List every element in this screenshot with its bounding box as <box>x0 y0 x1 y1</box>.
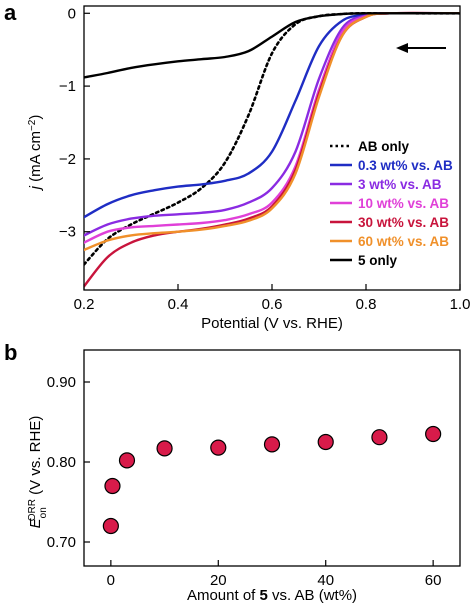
series-line <box>84 12 460 79</box>
data-point <box>156 440 173 457</box>
x-tick-label: 0.8 <box>356 296 377 313</box>
legend-label: 5 only <box>358 253 398 268</box>
x-label-bold: 5 <box>260 587 268 604</box>
y-tick-label: 0 <box>68 5 76 22</box>
panel-a-y-axis-label: j (mA cm−2) <box>27 115 45 192</box>
series-line <box>84 11 460 219</box>
panel-b-x-axis-label: Amount of 5 vs. AB (wt%) <box>187 587 357 604</box>
panel-b-y-axis-label: EonORR (V vs. RHE) <box>27 416 49 529</box>
x-label-pre: Amount of <box>187 587 260 604</box>
legend-label: 60 wt% vs. AB <box>358 234 449 249</box>
data-point <box>371 429 388 446</box>
panel-a-x-axis-label: Potential (V vs. RHE) <box>201 315 343 332</box>
data-point <box>210 439 227 456</box>
x-tick-label: 1.0 <box>450 296 471 313</box>
x-tick-label: 0 <box>107 572 115 589</box>
y-label-j: j <box>27 185 44 191</box>
y-label-exponent: −2 <box>27 119 38 131</box>
panel-a: a 0.2 0.4 0.6 0.8 1.0 0 −1 −2 −3 AB only 0.3 wt%… <box>4 0 470 332</box>
data-point <box>425 425 442 443</box>
y-tick-label: −2 <box>59 151 76 168</box>
panel-a-legend: AB only 0.3 wt% vs. AB 3 wt% vs. AB 10 wt% … <box>330 139 453 268</box>
x-tick-label: 60 <box>425 572 442 589</box>
y-tick-label: 0.80 <box>47 454 76 471</box>
x-tick-label: 0.2 <box>74 296 95 313</box>
panel-a-plot-area <box>83 5 461 291</box>
data-point <box>104 477 121 495</box>
y-label-main: (V vs. RHE) <box>27 416 44 499</box>
series-line <box>84 11 460 266</box>
legend-label: AB only <box>358 139 409 154</box>
panel-a-letter: a <box>4 0 17 25</box>
panel-a-x-ticks: 0.2 0.4 0.6 0.8 1.0 <box>74 284 471 313</box>
y-tick-label: 0.70 <box>47 534 76 551</box>
y-label-sup: ORR <box>27 499 38 521</box>
data-point <box>263 436 281 453</box>
y-tick-label: −3 <box>59 224 76 241</box>
legend-label: 3 wt% vs. AB <box>358 177 442 192</box>
legend-label: 10 wt% vs. AB <box>358 196 449 211</box>
y-label-sub: on <box>38 507 49 518</box>
panel-b-data-points <box>102 425 442 535</box>
y-tick-label: 0.90 <box>47 374 76 391</box>
panel-b: b 0 20 40 60 0.70 0.80 0.90 Amount of 5 vs. A… <box>4 340 461 604</box>
data-point <box>102 517 119 535</box>
y-label-units: (mA cm <box>27 131 44 186</box>
panel-b-letter: b <box>4 340 17 365</box>
data-point <box>317 433 334 451</box>
arrow-head <box>396 43 408 53</box>
y-label-close: ) <box>27 115 44 120</box>
x-tick-label: 40 <box>317 572 334 589</box>
y-tick-label: −1 <box>59 78 76 95</box>
panel-b-y-ticks: 0.70 0.80 0.90 <box>47 374 90 551</box>
panel-b-plot-area <box>83 349 461 567</box>
data-point <box>118 452 136 469</box>
panel-b-frame <box>83 349 461 567</box>
legend-label: 30 wt% vs. AB <box>358 215 449 230</box>
series-line <box>84 11 460 252</box>
panel-b-x-ticks: 0 20 40 60 <box>107 560 442 589</box>
legend-label: 0.3 wt% vs. AB <box>358 158 453 173</box>
panel-a-y-ticks: 0 −1 −2 −3 <box>59 5 90 241</box>
x-tick-label: 0.6 <box>262 296 283 313</box>
x-tick-label: 20 <box>210 572 227 589</box>
x-label-post: vs. AB (wt%) <box>268 587 357 604</box>
x-tick-label: 0.4 <box>168 296 189 313</box>
y-label-E: E <box>27 517 44 528</box>
scan-direction-arrow <box>396 43 446 53</box>
